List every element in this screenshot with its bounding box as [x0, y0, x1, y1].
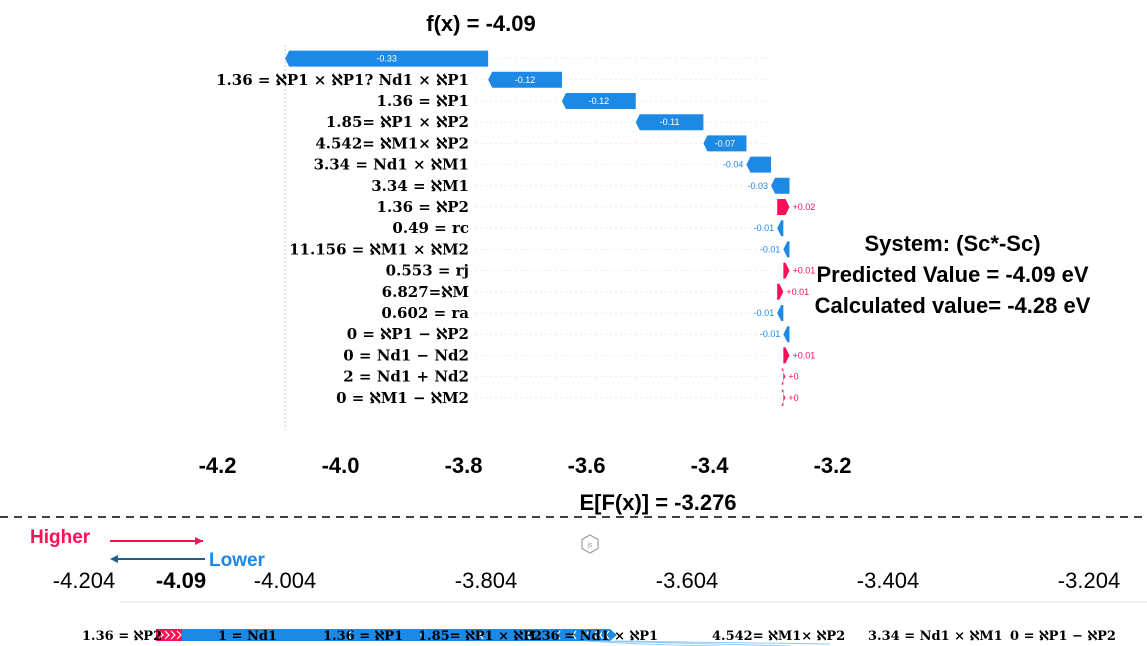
waterfall-x-axis: -4.2 -4.0 -3.8 -3.6 -3.4 -3.2	[199, 453, 852, 478]
feature-label: 3.34 = ℵM1	[371, 177, 469, 195]
waterfall-bar	[781, 368, 786, 385]
feature-label: 11.156 = ℵM1 × ℵM2	[289, 240, 469, 258]
feature-label: 4.542= ℵM1× ℵP2	[315, 134, 469, 152]
bar-value-label: -0.11	[660, 117, 680, 127]
bar-value-label: -0.04	[723, 160, 744, 170]
bar-value-label: -0.12	[515, 75, 536, 85]
force-tick-label: -4.204	[53, 568, 115, 593]
bar-value-label: +0.01	[793, 266, 816, 276]
feature-label: 2 = Nd1 + Nd2	[343, 368, 469, 386]
waterfall-bar	[783, 262, 790, 279]
feature-label: 3.34 = Nd1 × ℵM1	[314, 156, 469, 174]
feature-label: 1.36 = ℵP2	[377, 198, 469, 216]
force-tick-label: -3.204	[1058, 568, 1120, 593]
force-feature-label: 1.36 = ℵP2	[82, 629, 162, 644]
x-tick-label: -3.6	[568, 453, 606, 478]
waterfall-bar	[777, 220, 784, 237]
feature-label: 0 = ℵM1 − ℵM2	[336, 389, 469, 407]
x-tick-label: -3.2	[814, 453, 852, 478]
higher-arrowhead	[195, 537, 203, 545]
x-tick-label: -4.2	[199, 453, 237, 478]
force-feature-label: 1.36 = Nd1 × ℵP1	[528, 629, 658, 644]
bar-value-label: -0.07	[715, 138, 736, 148]
feature-label: 0.602 = ra	[381, 304, 469, 322]
waterfall-bar	[777, 305, 784, 321]
force-feature-label: 1 = Nd1	[218, 629, 277, 644]
force-tick-label: -3.404	[857, 568, 919, 593]
waterfall-bar	[783, 241, 790, 258]
bar-value-label: +0.01	[793, 350, 816, 360]
force-plot: Higher Lower js -4.204 -4.004 -3.804 -3.604…	[30, 527, 1147, 646]
feature-label: 0 = ℵP1 − ℵP2	[347, 325, 469, 343]
x-tick-label: -3.4	[691, 453, 730, 478]
bar-value-label: -0.01	[754, 223, 775, 233]
bar-value-label: +0.02	[793, 202, 816, 212]
force-feature-label: 3.34 = Nd1 × ℵM1	[868, 629, 1003, 644]
bar-value-label: -0.12	[589, 96, 610, 106]
waterfall-bar	[488, 71, 562, 88]
waterfall-bar	[746, 156, 772, 173]
system-label: System: (Sc*-Sc)	[864, 231, 1041, 256]
bar-value-label: -0.33	[376, 54, 397, 64]
force-feature-label: 0 = ℵP1 − ℵP2	[1010, 629, 1116, 644]
feature-label: 0 = Nd1 − Nd2	[343, 346, 469, 364]
feature-label: 0.553 = rj	[386, 262, 469, 280]
info-panel: System: (Sc*-Sc) Predicted Value = -4.09…	[760, 228, 1145, 321]
js-logo-icon: js	[581, 534, 599, 554]
lower-arrowhead	[110, 555, 118, 563]
waterfall-bar	[777, 199, 790, 215]
x-tick-label: -4.0	[322, 453, 360, 478]
x-tick-label: -3.8	[445, 453, 483, 478]
bar-value-label: +0	[788, 372, 798, 382]
calculated-value: Calculated value= -4.28 eV	[814, 293, 1091, 318]
force-tick-label: -4.004	[254, 568, 316, 593]
waterfall-x-label: E[F(x)] = -3.276	[579, 490, 736, 515]
feature-label: 0.49 = rc	[392, 219, 469, 237]
force-feature-label: 4.542= ℵM1× ℵP2	[712, 629, 845, 644]
waterfall-bar	[781, 389, 786, 406]
waterfall-bar	[777, 283, 784, 300]
svg-text:js: js	[586, 542, 593, 549]
waterfall-bar	[783, 347, 790, 364]
force-negative-bar	[182, 629, 831, 646]
feature-label: 1.85= ℵP1 × ℵP2	[326, 113, 469, 131]
waterfall-bar	[703, 135, 747, 152]
bar-value-label: +0	[788, 393, 798, 403]
force-plot-ticks: -4.204-4.004-3.804-3.604-3.404-3.204-3.0…	[53, 568, 1120, 593]
waterfall-bar	[783, 326, 790, 343]
force-feature-labels: 1.36 = ℵP2 1 = Nd1 1.36 = ℵP1 1.85= ℵP1 × ℵ…	[82, 629, 1116, 644]
waterfall-bar	[285, 50, 489, 67]
force-positive-bar	[156, 629, 182, 641]
waterfall-bars: -0.33 -0.12 -0.12 -0.11 -0.07 -0.04 -0.03 +0.02…	[285, 50, 816, 406]
force-feature-label: 1.85= ℵP1 × ℵP2	[418, 629, 542, 644]
feature-label: 1.36 = ℵP1 × ℵP1? Nd1 × ℵP1	[216, 71, 469, 89]
feature-label: 6.827=ℵM	[382, 283, 469, 301]
force-feature-label: 1.36 = ℵP1	[323, 629, 403, 644]
higher-label: Higher	[30, 527, 91, 548]
waterfall-bar	[561, 93, 636, 109]
bar-value-label: +0.01	[786, 287, 809, 297]
bar-value-label: -0.01	[760, 244, 781, 254]
bar-value-label: -0.01	[760, 329, 781, 339]
feature-label: 1.36 = ℵP1	[377, 92, 469, 110]
lower-label: Lower	[209, 550, 266, 571]
waterfall-bar	[771, 177, 790, 194]
force-tick-label: -3.604	[656, 568, 718, 593]
force-output-value: -4.09	[156, 568, 206, 593]
predicted-value: Predicted Value = -4.09 eV	[816, 262, 1089, 287]
force-tick-label: -3.804	[455, 568, 517, 593]
bar-value-label: -0.03	[748, 181, 769, 191]
waterfall-title: f(x) = -4.09	[426, 11, 535, 36]
bar-value-label: -0.01	[754, 308, 775, 318]
waterfall-bar	[635, 114, 704, 131]
